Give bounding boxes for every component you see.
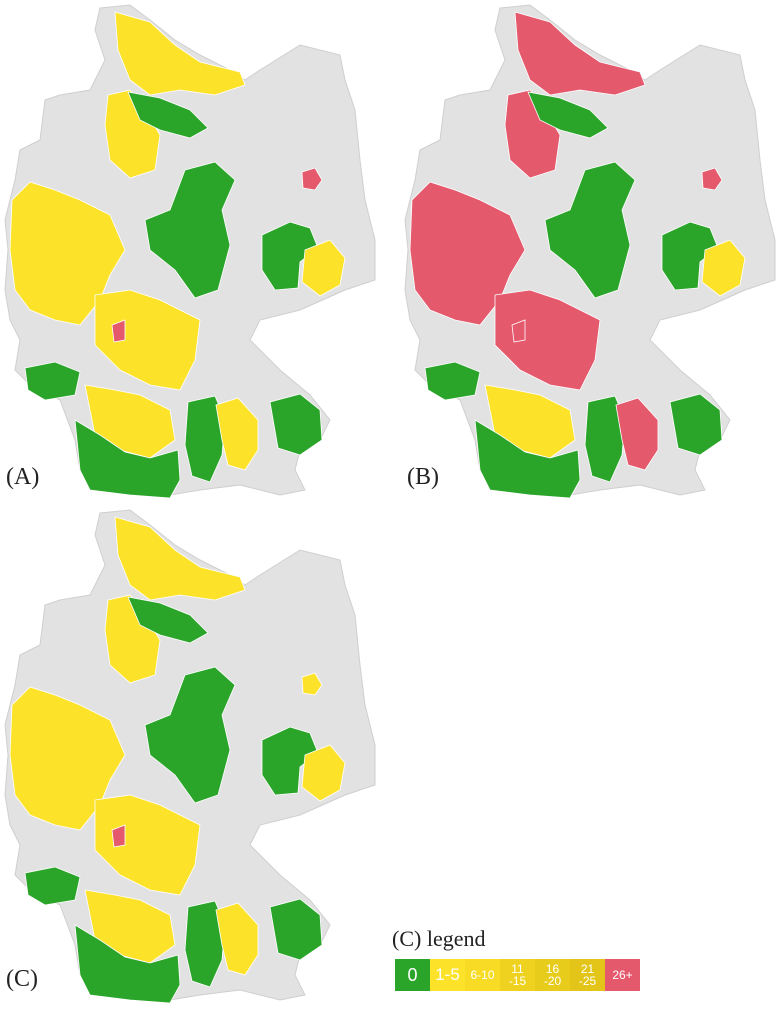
region-hesse-center [511,319,526,343]
legend-item-21-25: 21 -25 [570,959,605,991]
region-baden-south [474,419,581,499]
region-bavaria-west [184,395,226,483]
region-bavaria-center [215,902,259,976]
region-berlin [301,672,323,696]
region-saxony-east [701,239,746,297]
region-saar [424,361,481,401]
panel-label-c: (C) [6,966,38,992]
region-saxony-east [301,744,346,802]
legend-item-1-5: 1-5 [430,959,465,991]
region-hesse [94,794,201,896]
region-north-sh [114,11,246,96]
legend-item-26-plus: 26+ [605,959,640,991]
region-bavaria-center [215,397,259,471]
region-hesse-center [111,824,126,848]
region-saxony-east [301,239,346,297]
region-bavaria-east [269,393,323,456]
map-panel-c [4,509,376,1004]
panel-label-b: (B) [407,464,439,490]
region-saxony-west [661,221,719,291]
region-baden-south [74,924,181,1004]
region-bavaria-east [669,393,723,456]
region-center [144,666,236,804]
region-baden-south [74,419,181,499]
region-west [409,181,526,326]
region-berlin [701,167,723,191]
region-bavaria-center [615,397,659,471]
legend-item-16-20: 16 -20 [535,959,570,991]
region-west [9,686,126,831]
region-elbe [527,91,609,139]
region-center [144,161,236,299]
legend-item-0: 0 [395,959,430,991]
region-north-sh [514,11,646,96]
region-north-sh [114,516,246,601]
legend: 0 1-5 6-10 11 -15 16 -20 21 -25 26+ [395,959,640,991]
region-elbe [127,91,209,139]
panel-label-a: (A) [6,464,40,490]
region-hesse [94,289,201,391]
map-panel-b [404,4,776,499]
region-saxony-west [261,221,319,291]
legend-title: (C) legend [392,926,486,951]
region-hesse [494,289,601,391]
region-bavaria-east [269,898,323,961]
region-bavaria-west [584,395,626,483]
region-center [544,161,636,299]
region-elbe [127,596,209,644]
region-west [9,181,126,326]
legend-item-6-10: 6-10 [465,959,500,991]
region-saar [24,866,81,906]
region-saar [24,361,81,401]
region-berlin [301,167,323,191]
legend-item-11-15: 11 -15 [500,959,535,991]
map-panel-a [4,4,376,499]
region-saxony-west [261,726,319,796]
region-hesse-center [111,319,126,343]
region-bavaria-west [184,900,226,988]
